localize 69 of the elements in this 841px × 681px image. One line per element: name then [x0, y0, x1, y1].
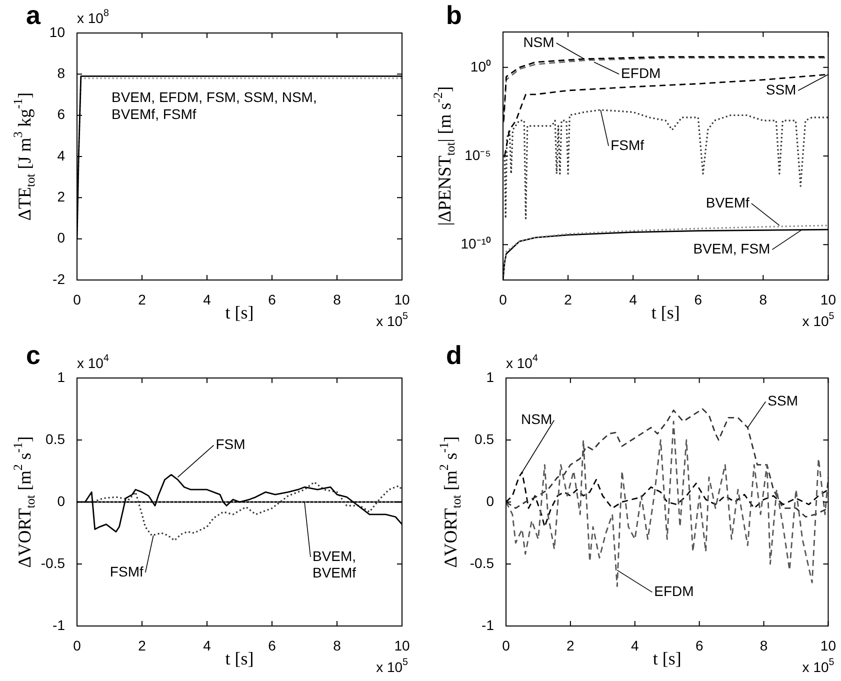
x-tick-label: 2 [138, 637, 146, 654]
x-axis-title: t [s] [225, 648, 254, 669]
x-tick-label: 8 [759, 291, 768, 308]
annotation: FSM [216, 436, 246, 452]
annotation: NSM [521, 411, 552, 428]
y-tick-label: 0 [57, 230, 66, 246]
x-tick-label: 6 [695, 637, 704, 654]
chart-title: c [26, 340, 40, 370]
y-tick-label: 8 [57, 65, 66, 82]
y-tick-label: -0.5 [40, 554, 66, 571]
x-axis-title: t [s] [652, 648, 682, 669]
y-tick-label: -1 [52, 616, 66, 633]
x-tick-label: 0 [73, 637, 82, 654]
y-tick-label: 1 [486, 368, 494, 385]
x-tick-label: 8 [333, 637, 342, 654]
chart-title: a [26, 0, 41, 30]
annotation: SSM [766, 81, 796, 98]
y-tick-label: 0 [486, 492, 494, 509]
x-tick-label: 6 [268, 291, 276, 308]
y-axis-title: ΔVORTtot [m2 s-1] [437, 436, 464, 568]
x-tick-label: 4 [203, 291, 212, 308]
annotation: EFDM [621, 64, 661, 81]
y-tick-label: -2 [52, 270, 66, 287]
y-tick-label: 6 [57, 106, 66, 122]
x-tick-label: 0 [73, 291, 82, 308]
y-tick-label: 2 [57, 188, 66, 205]
x-tick-label: 6 [268, 637, 276, 654]
annotation: BVEMf [706, 194, 750, 210]
y-tick-label: -1 [482, 616, 494, 633]
y-tick-label: 1 [57, 368, 66, 385]
x-tick-label: 8 [760, 637, 768, 654]
y-tick-label: 10⁰ [470, 58, 491, 74]
annotation: SSM [768, 392, 798, 408]
x-tick-label: 6 [694, 291, 702, 308]
x-tick-label: 10 [820, 637, 836, 654]
x-tick-label: 10 [820, 291, 836, 308]
x-tick-label: 2 [138, 291, 146, 308]
y-axis-title: |ΔPENSTtot| [m s-2] [431, 86, 458, 226]
y-axis-title: ΔTEtot [J m3 kg-1] [11, 92, 38, 221]
x-tick-label: 4 [203, 637, 212, 654]
annotation: BVEM, FSM [693, 240, 770, 256]
x-tick-label: 4 [630, 637, 639, 654]
annotation: FSMf [610, 136, 644, 153]
x-axis-title: t [s] [225, 302, 254, 323]
x-tick-label: 10 [394, 637, 410, 654]
y-tick-label: 0 [57, 492, 66, 509]
y-tick-label: 4 [57, 147, 66, 164]
y-tick-label: 0.5 [46, 430, 66, 447]
y-tick-label: 10⁻¹⁰ [460, 235, 491, 252]
y-tick-label: 0.5 [474, 430, 494, 447]
x-tick-label: 2 [564, 291, 572, 308]
chart-title: b [446, 0, 462, 30]
x-tick-label: 4 [629, 291, 638, 308]
x-axis-title: t [s] [651, 302, 680, 323]
x-tick-label: 2 [566, 637, 575, 654]
x-tick-label: 10 [394, 291, 410, 308]
y-tick-label: 10⁻⁵ [464, 146, 491, 163]
annotation: NSM [523, 34, 554, 50]
y-axis-title: ΔVORTtot [m2 s-1] [11, 436, 38, 568]
x-tick-label: 0 [502, 637, 510, 654]
annotation: FSMf [110, 563, 144, 580]
y-tick-label: -0.5 [470, 554, 494, 571]
x-tick-label: 8 [333, 291, 342, 308]
x-tick-label: 0 [499, 291, 508, 308]
annotation: BVEM, BVEMf [312, 548, 356, 581]
annotation: EFDM [654, 583, 694, 600]
y-tick-label: 10 [49, 24, 66, 40]
chart-title: d [446, 340, 462, 370]
annotation: BVEM, EFDM, FSM, SSM, NSM, BVEMf, FSMf [112, 89, 317, 122]
